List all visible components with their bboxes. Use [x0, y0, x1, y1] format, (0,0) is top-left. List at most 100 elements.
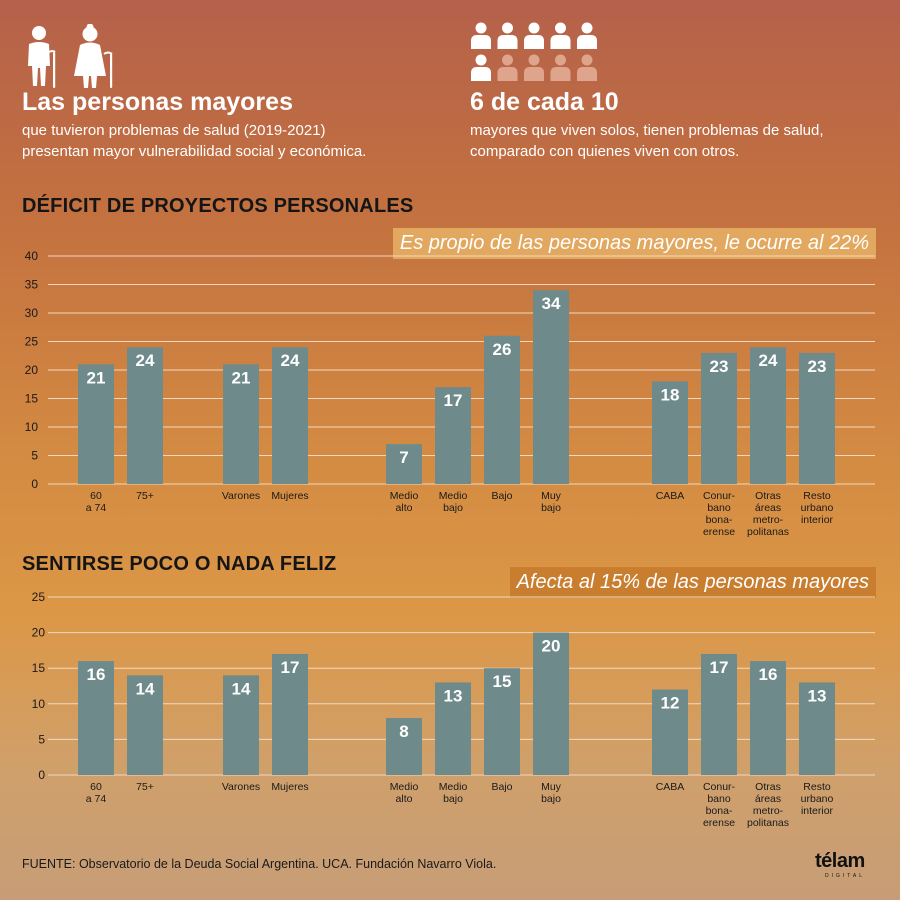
- chart2-data-label: 16: [759, 665, 778, 684]
- chart2-y-tick-label: 0: [38, 768, 45, 782]
- person-icon: [550, 22, 571, 49]
- chart1-data-label: 24: [759, 351, 778, 370]
- chart1-bar: [652, 381, 688, 484]
- chart1-annotation: Es propio de las personas mayores, le oc…: [392, 228, 876, 259]
- chart2-bar: [484, 668, 520, 775]
- chart1-data-label: 18: [661, 385, 680, 404]
- chart2-data-label: 17: [710, 658, 729, 677]
- chart1-bar: [799, 352, 835, 484]
- chart1-data-label: 23: [808, 357, 827, 376]
- chart1-category-label: Mujeres: [271, 490, 308, 502]
- chart2-bar: [799, 682, 835, 775]
- chart1-data-label: 24: [136, 351, 155, 370]
- chart2-data-label: 16: [87, 665, 106, 684]
- chart2-category-label: Bajo: [491, 781, 512, 793]
- chart2-category-label: Muy bajo: [541, 781, 562, 805]
- chart2-data-label: 13: [444, 686, 463, 705]
- chart1-y-tick-label: 5: [31, 449, 38, 463]
- right-text-line1: mayores que viven solos, tienen problema…: [470, 122, 824, 139]
- chart2-category-label: Mujeres: [271, 781, 308, 793]
- chart1-data-label: 7: [399, 448, 408, 467]
- chart2-category-label: Medio alto: [390, 781, 419, 805]
- chart2-y-tick-label: 20: [32, 626, 46, 640]
- chart1-data-label: 34: [542, 294, 561, 313]
- chart2-bar: [750, 661, 786, 775]
- chart1-category-label: Medio alto: [390, 490, 419, 514]
- chart1-y-tick-label: 15: [25, 392, 39, 406]
- chart1-data-label: 23: [710, 357, 729, 376]
- source-note: FUENTE: Observatorio de la Deuda Social …: [22, 857, 497, 871]
- person-icon: [524, 54, 544, 81]
- chart2-data-label: 17: [281, 658, 300, 677]
- chart2-bar: [652, 689, 688, 775]
- chart2-data-label: 13: [808, 686, 827, 705]
- chart1-y-tick-label: 35: [25, 278, 39, 292]
- chart2-y-tick-label: 25: [32, 590, 46, 604]
- chart1-category-label: CABA: [656, 490, 685, 502]
- telam-logo: télam DIGITAL: [815, 850, 875, 879]
- chart2-category-label: Resto urbano interior: [801, 781, 834, 817]
- chart1-category-label: Conur-bano bona-erense: [703, 490, 736, 538]
- chart2-annotation: Afecta al 15% de las personas mayores: [509, 567, 876, 598]
- chart1-y-tick-label: 0: [31, 477, 38, 491]
- chart1-data-label: 21: [87, 368, 106, 387]
- chart2-bar: [533, 632, 569, 775]
- chart1-category-label: Muy bajo: [541, 490, 562, 514]
- chart1-category-label: Varones: [222, 490, 260, 502]
- chart1-data-label: 24: [281, 351, 300, 370]
- chart1-data-label: 17: [444, 391, 463, 410]
- chart1-data-label: 21: [232, 368, 251, 387]
- chart1-title: DÉFICIT DE PROYECTOS PERSONALES: [22, 195, 414, 217]
- chart1-y-tick-label: 40: [25, 249, 39, 263]
- chart2-bar: [435, 682, 471, 775]
- chart2-bar: [272, 653, 308, 775]
- chart1-bar: [533, 290, 569, 484]
- chart2-bar: [223, 675, 259, 775]
- logo-sub: DIGITAL: [824, 873, 866, 879]
- chart1-y-tick-label: 30: [25, 306, 39, 320]
- chart2-category-label: Conur-bano bona-erense: [703, 781, 736, 829]
- chart1-category-label: Resto urbano interior: [801, 490, 834, 526]
- chart2-category-label: Varones: [222, 781, 260, 793]
- person-icon: [524, 22, 544, 49]
- chart2-category-label: CABA: [656, 781, 685, 793]
- left-text-line2: presentan mayor vulnerabilidad social y …: [22, 143, 367, 160]
- person-icon: [471, 54, 491, 81]
- chart2-data-label: 15: [493, 672, 512, 691]
- person-icon: [471, 22, 491, 49]
- chart1-bar: [223, 364, 259, 484]
- people-icon-grid: [471, 22, 597, 81]
- chart1-y-tick-label: 25: [25, 335, 39, 349]
- person-icon: [497, 22, 518, 49]
- chart2-bar: [127, 675, 163, 775]
- chart2-svg: 0 5 10 15 20 25 16 60 a 74 14 75+ 14 Varones 17 Mujere…: [32, 590, 875, 829]
- chart2-data-label: 8: [399, 722, 408, 741]
- chart2-y-tick-label: 15: [32, 661, 46, 675]
- chart2-bar: [386, 718, 422, 775]
- chart1-svg: 0 5 10 15 20 25 30 35 40 21 60 a 74 24 75+ 21 Varones 24…: [25, 249, 875, 538]
- chart2-bar: [78, 661, 114, 775]
- chart2-data-label: 14: [232, 679, 251, 698]
- chart1-category-label: Otras áreas metro-politanas: [747, 490, 789, 538]
- chart1-bar: [701, 352, 737, 484]
- person-icon: [550, 54, 571, 81]
- person-icon: [577, 54, 597, 81]
- chart2-bar: [701, 653, 737, 775]
- person-icon: [577, 22, 597, 49]
- chart1-data-label: 26: [493, 340, 512, 359]
- chart2-title: SENTIRSE POCO O NADA FELIZ: [22, 553, 337, 575]
- chart2-y-tick-label: 10: [32, 697, 46, 711]
- right-title: 6 de cada 10: [470, 88, 619, 116]
- chart1-bar: [78, 364, 114, 484]
- person-icon: [497, 54, 518, 81]
- chart1-bar: [484, 335, 520, 484]
- chart1-bar: [386, 444, 422, 484]
- chart1-category-label: Medio bajo: [439, 490, 468, 514]
- chart2-category-label: 75+: [136, 781, 154, 793]
- chart1-bar: [435, 387, 471, 484]
- left-title: Las personas mayores: [22, 88, 293, 116]
- chart1-bar: [272, 347, 308, 484]
- chart1-category-label: 75+: [136, 490, 154, 502]
- chart1-bar: [127, 347, 163, 484]
